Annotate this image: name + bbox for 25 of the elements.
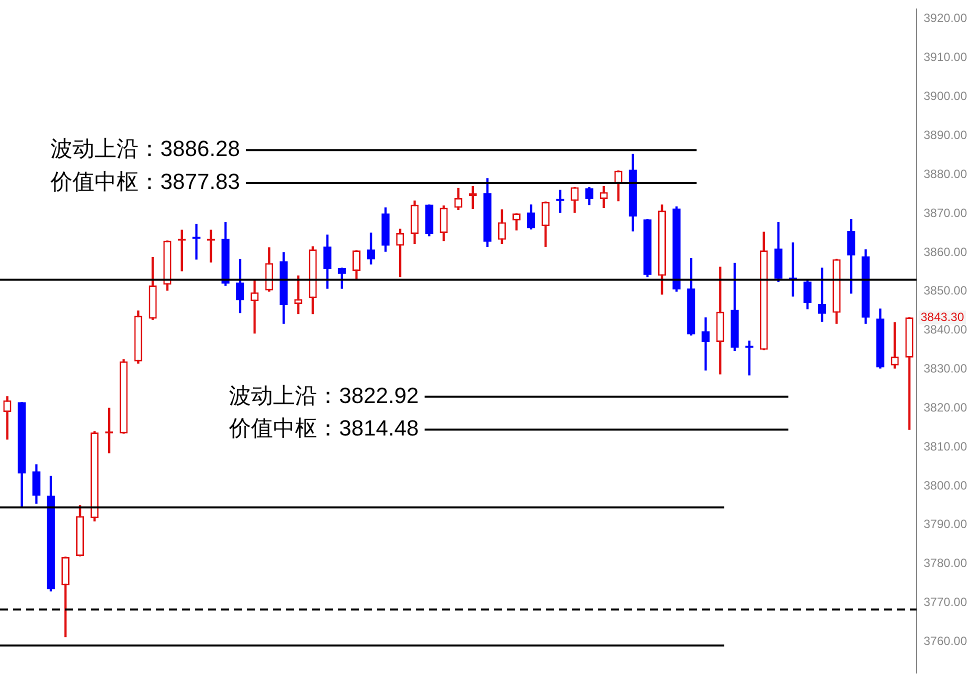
y-tick-label: 3910.00 [924, 50, 968, 64]
y-tick-label: 3800.00 [924, 478, 968, 492]
text: 3843.30 [920, 310, 964, 324]
y-tick-label: 3900.00 [924, 89, 968, 104]
ref-line-label: 波动上沿：3886.28 [50, 136, 240, 162]
y-tick-label: 3890.00 [924, 128, 968, 142]
ref-line-label: 价值中枢：3814.48 [228, 416, 419, 441]
y-tick-label: 3820.00 [924, 400, 968, 414]
ref-line-label: 价值中枢：3877.83 [49, 169, 240, 194]
y-tick-label: 3790.00 [924, 517, 968, 532]
candlestick [294, 275, 302, 314]
candlestick [556, 190, 564, 213]
y-tick-label: 3860.00 [924, 244, 968, 259]
y-tick-label: 3870.00 [924, 206, 968, 220]
y-tick-label: 3810.00 [924, 439, 968, 454]
y-tick-label: 3770.00 [924, 595, 968, 610]
ref-line-label: 波动上沿：3822.92 [229, 382, 419, 408]
y-tick-label: 3830.00 [924, 362, 968, 376]
y-tick-label: 3780.00 [924, 556, 968, 570]
y-tick-label: 3840.00 [924, 322, 968, 337]
y-tick-label: 3760.00 [924, 634, 968, 648]
y-tick-label: 3920.00 [924, 11, 968, 26]
y-tick-label: 3850.00 [924, 284, 968, 298]
candlestick [745, 340, 754, 376]
y-tick-label: 3880.00 [924, 166, 968, 181]
